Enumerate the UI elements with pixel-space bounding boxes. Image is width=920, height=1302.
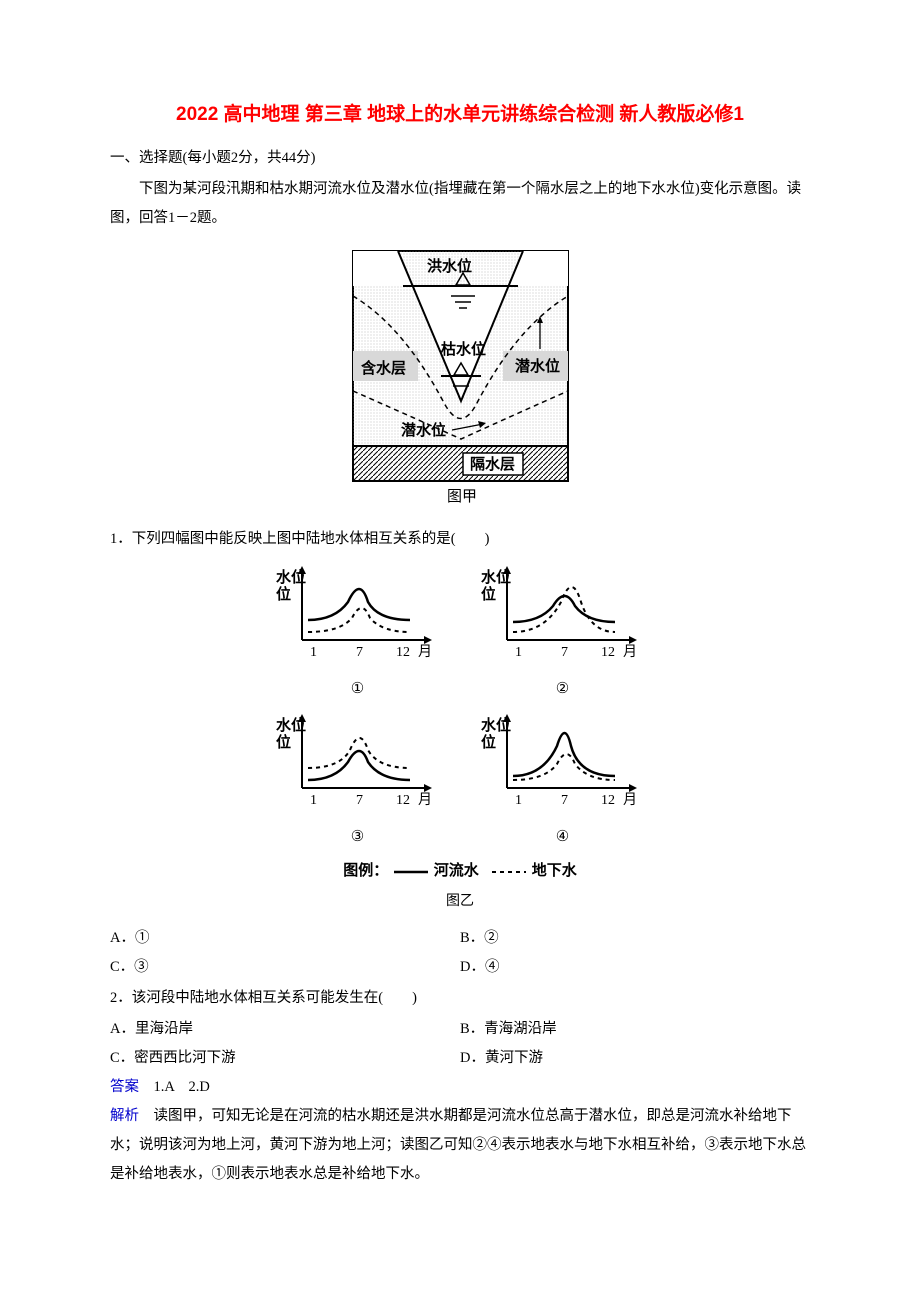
label-qianshuiwei-bottom: 潜水位 [401,421,446,439]
svg-text:位: 位 [481,733,496,751]
q2-option-a: A．里海沿岸 [110,1015,460,1044]
q2-option-b: B．青海湖沿岸 [460,1015,810,1044]
q2-option-d: D．黄河下游 [460,1044,810,1073]
figure-yi-caption: 图乙 [270,888,650,916]
analysis-block: 解析 读图甲，可知无论是在河流的枯水期还是洪水期都是河流水位总高于潜水位，即总是… [110,1102,810,1189]
analysis-label: 解析 [110,1108,139,1124]
legend-label: 图例： [343,863,388,879]
panel-label-3: ③ [270,822,445,852]
svg-text:月: 月 [418,644,432,660]
q1-stem: 1．下列四幅图中能反映上图中陆地水体相互关系的是( ) [110,525,810,554]
svg-text:位: 位 [276,585,291,603]
figure-jia-caption: 图甲 [447,488,477,505]
answer-label: 答案 [110,1079,139,1095]
svg-text:7: 7 [561,645,568,660]
svg-text:7: 7 [561,793,568,808]
q1-options-row1: A．① B．② [110,924,810,953]
answer-line: 答案 1.A 2.D [110,1073,810,1102]
q2-stem: 2．该河段中陆地水体相互关系可能发生在( ) [110,984,810,1013]
svg-text:12: 12 [396,793,410,808]
svg-text:月: 月 [418,792,432,808]
panel-label-1: ① [270,674,445,704]
analysis-text: 读图甲，可知无论是在河流的枯水期还是洪水期都是河流水位总高于潜水位，即总是河流水… [110,1108,806,1182]
label-geshuiceng: 隔水层 [470,455,515,473]
figure-yi: 水位 位 1 7 12 月 水位 位 1 [110,562,810,916]
q1-options-row2: C．③ D．④ [110,953,810,982]
svg-text:12: 12 [601,793,615,808]
svg-text:7: 7 [356,793,363,808]
section-heading: 一、选择题(每小题2分，共44分) [110,144,810,173]
svg-text:月: 月 [623,644,637,660]
svg-text:12: 12 [601,645,615,660]
svg-text:1: 1 [310,645,317,660]
q1-option-d: D．④ [460,953,810,982]
q1-option-a: A．① [110,924,460,953]
intro-text: 下图为某河段汛期和枯水期河流水位及潜水位(指埋藏在第一个隔水层之上的地下水水位)… [110,175,810,233]
svg-text:位: 位 [481,585,496,603]
label-kushuiwei: 枯水位 [441,340,486,358]
q2-options-row2: C．密西西比河下游 D．黄河下游 [110,1044,810,1073]
label-qianshuiwei-right: 潜水位 [515,357,560,375]
q2-options-row1: A．里海沿岸 B．青海湖沿岸 [110,1015,810,1044]
svg-text:1: 1 [515,793,522,808]
q1-option-c: C．③ [110,953,460,982]
legend-ground: 地下水 [532,863,577,879]
q2-option-c: C．密西西比河下游 [110,1044,460,1073]
doc-title: 2022 高中地理 第三章 地球上的水单元讲练综合检测 新人教版必修1 [110,100,810,130]
svg-text:7: 7 [356,645,363,660]
svg-text:月: 月 [623,792,637,808]
svg-text:1: 1 [515,645,522,660]
legend-river: 河流水 [434,863,479,879]
label-hongshuiwei: 洪水位 [427,257,472,275]
answer-text: 1.A 2.D [139,1079,210,1095]
figure-jia: 洪水位 枯水位 含水层 潜水位 潜水位 隔水层 图甲 [110,241,810,517]
svg-text:12: 12 [396,645,410,660]
svg-text:位: 位 [276,733,291,751]
panel-label-4: ④ [475,822,650,852]
label-hanshuiceng: 含水层 [361,359,406,377]
svg-text:1: 1 [310,793,317,808]
panel-label-2: ② [475,674,650,704]
q1-option-b: B．② [460,924,810,953]
